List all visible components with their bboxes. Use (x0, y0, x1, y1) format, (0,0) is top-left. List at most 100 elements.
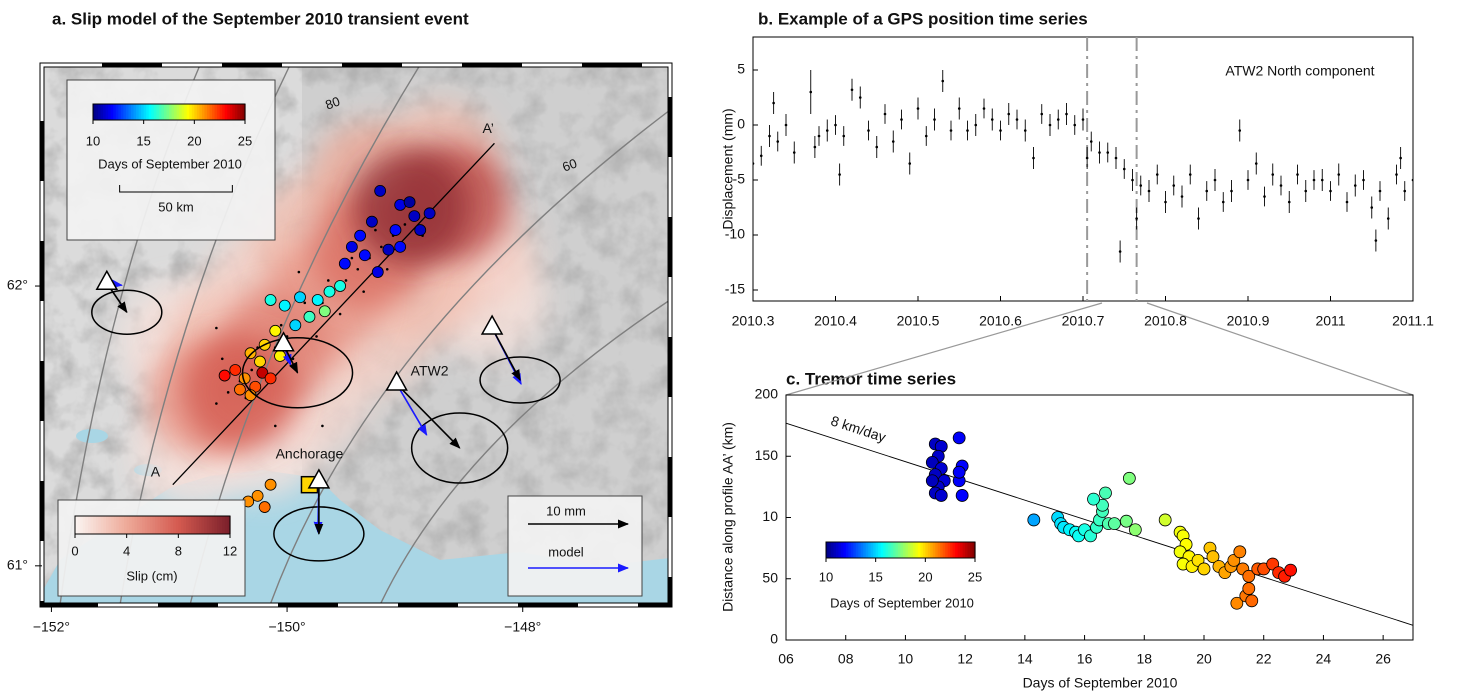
data-point (859, 96, 862, 99)
data-point (1065, 113, 1068, 116)
tremor (245, 348, 256, 359)
data-point (933, 118, 936, 121)
figure: a. Slip model of the September 2010 tran… (0, 0, 1457, 696)
data-point (1346, 201, 1349, 204)
colorbar-tick-label: 20 (187, 133, 201, 148)
data-point (1214, 179, 1217, 182)
earthquake (321, 425, 324, 428)
data-point (1230, 190, 1233, 193)
tremor (230, 364, 241, 375)
data-point (1090, 140, 1093, 143)
lake (76, 429, 108, 443)
lon-tick-label: −152° (33, 619, 70, 635)
tremor (335, 281, 346, 292)
data-point (1412, 179, 1415, 182)
earthquake (374, 229, 377, 232)
tremor (275, 350, 286, 361)
earthquake (215, 327, 218, 330)
earthquake (250, 369, 253, 372)
y-axis-label: Distance along profile AA’ (km) (720, 422, 736, 612)
panel-b-title: b. Example of a GPS position time series (758, 9, 1088, 28)
colorbar-tick-label: 12 (223, 543, 237, 558)
tremor-point (1123, 472, 1135, 484)
tremor (219, 370, 230, 381)
tremor (390, 225, 401, 236)
y-tick-label: 10 (762, 508, 778, 524)
data-point (1313, 179, 1316, 182)
earthquake (280, 324, 283, 327)
x-tick-label: 20 (1196, 651, 1212, 667)
y-axis-label: Displacement (mm) (720, 108, 736, 229)
tremor (366, 216, 377, 227)
x-tick-label: 2010.8 (1144, 313, 1187, 329)
data-point (1135, 217, 1138, 220)
y-tick-label: 150 (755, 447, 779, 463)
data-point (760, 155, 763, 158)
tremor (355, 230, 366, 241)
data-point (1222, 201, 1225, 204)
data-point (958, 107, 961, 110)
tremor-point (1108, 518, 1120, 530)
earthquake (292, 357, 295, 360)
colorbar-label: Days of September 2010 (830, 595, 974, 610)
data-point (941, 80, 944, 83)
y-tick-label: 0 (770, 631, 778, 647)
data-point (1148, 190, 1151, 193)
x-tick-label: 06 (778, 651, 794, 667)
tremor (324, 286, 335, 297)
data-point (900, 118, 903, 121)
data-point (1040, 113, 1043, 116)
panel-c-title: c. Tremor time series (786, 369, 956, 388)
lon-tick-label: −150° (269, 619, 306, 635)
data-point (1288, 201, 1291, 204)
data-point (818, 135, 821, 138)
data-point (772, 102, 775, 105)
data-point (776, 140, 779, 143)
colorbar-label: Slip (cm) (126, 568, 177, 583)
earthquake (215, 402, 218, 405)
tremor-point (1243, 583, 1255, 595)
tremor-point (935, 489, 947, 501)
data-point (1321, 179, 1324, 182)
data-point (1337, 173, 1340, 176)
x-tick-label: 10 (898, 651, 914, 667)
tremor-point (1099, 487, 1111, 499)
x-tick-label: 2011 (1315, 313, 1345, 329)
tremor (234, 384, 245, 395)
data-point (1016, 118, 1019, 121)
model-legend-label: model (548, 544, 584, 559)
data-point (1131, 179, 1134, 182)
data-point (1238, 129, 1241, 132)
city-label: Anchorage (276, 445, 344, 461)
tremor-point (1159, 514, 1171, 526)
profile-label: A (151, 463, 161, 479)
data-point (1247, 179, 1250, 182)
data-point (1119, 250, 1122, 253)
data-point (1370, 206, 1373, 209)
colorbar-tick-label: 25 (968, 569, 982, 584)
data-point (838, 173, 841, 176)
colorbar-tick-label: 20 (918, 569, 932, 584)
earthquake (339, 313, 342, 316)
earthquake (298, 271, 301, 274)
tremor (346, 241, 357, 252)
tremor (409, 211, 420, 222)
y-tick-label: 0 (737, 116, 745, 132)
arrow-legend-label: 10 mm (546, 503, 586, 518)
data-point (1164, 201, 1167, 204)
colorbar-tick-label: 8 (175, 543, 182, 558)
colorbar-tick-label: 4 (123, 543, 130, 558)
tremor-point (1120, 515, 1132, 527)
x-tick-label: 12 (957, 651, 973, 667)
data-point (1205, 190, 1208, 193)
tremor (383, 244, 394, 255)
data-point (1032, 157, 1035, 160)
tremor (259, 502, 270, 513)
station-label: ATW2 (411, 363, 449, 379)
x-tick-label: 2010.7 (1062, 313, 1105, 329)
data-point (1098, 151, 1101, 154)
data-point (1304, 190, 1307, 193)
data-point (1379, 190, 1382, 193)
colorbar-tick-label: 15 (868, 569, 882, 584)
